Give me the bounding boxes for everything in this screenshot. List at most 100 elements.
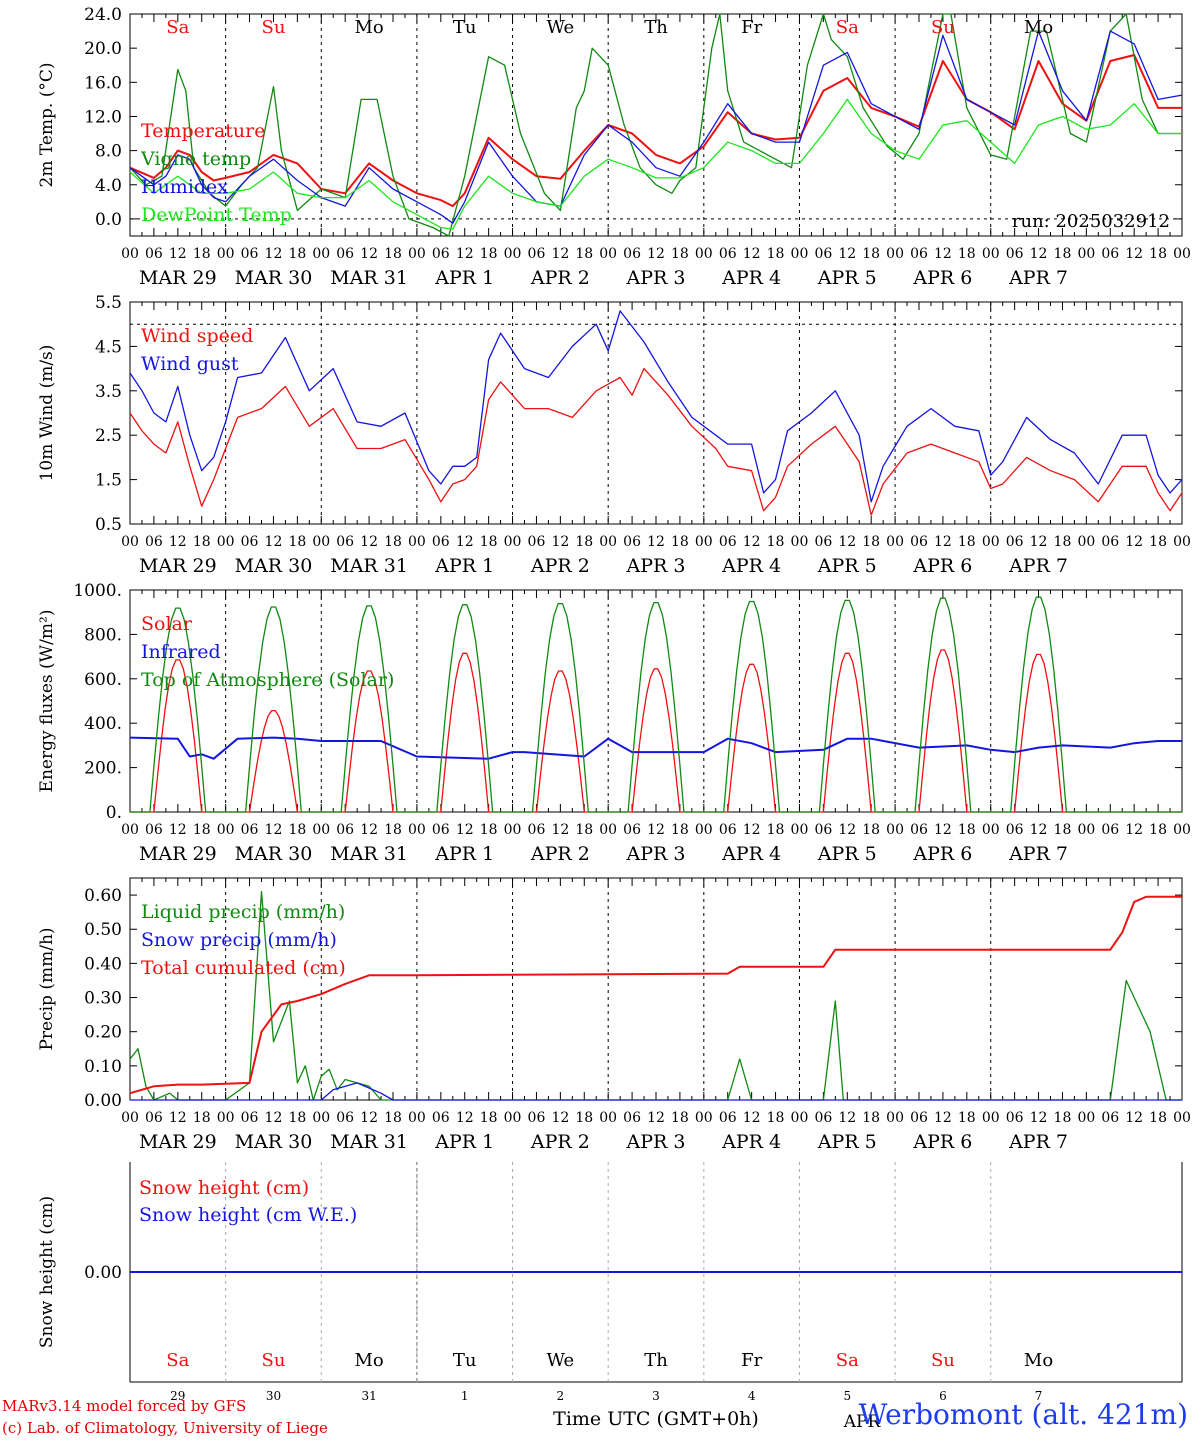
hour-label: 18 (1149, 1110, 1167, 1126)
day-label: APR 1 (434, 1131, 494, 1153)
hour-label: 18 (671, 1110, 689, 1126)
y-tick-label: 400. (84, 714, 122, 734)
hour-label: 12 (743, 822, 761, 838)
hour-label: 06 (719, 1110, 737, 1126)
hour-label: 12 (265, 246, 283, 262)
hour-label: 00 (695, 822, 713, 838)
series-line-4-2 (130, 1082, 1182, 1101)
weekday-label: Tu (453, 17, 477, 38)
hour-label: 12 (1030, 1110, 1048, 1126)
day-label: APR 6 (912, 1131, 972, 1153)
hour-label: 00 (982, 822, 1000, 838)
run-label: run: 2025032912 (1012, 211, 1170, 232)
hour-label: 00 (1173, 822, 1191, 838)
hour-label: 06 (432, 822, 450, 838)
hour-label: 12 (838, 534, 856, 550)
y-tick-label: 3.5 (95, 382, 122, 402)
day-number-label: 30 (266, 1389, 281, 1403)
hour-label: 12 (838, 822, 856, 838)
hour-label: 06 (432, 1110, 450, 1126)
hour-label: 06 (623, 246, 641, 262)
y-tick-label: 2.5 (95, 426, 122, 446)
legend-entry: Snow precip (mm/h) (141, 929, 337, 951)
hour-label: 00 (1173, 534, 1191, 550)
legend-entry: Wind speed (141, 325, 253, 347)
month-overlay: APR (843, 1412, 882, 1432)
hour-label: 12 (647, 822, 665, 838)
weekday-label: Mo (1024, 17, 1053, 38)
hour-label: 18 (575, 246, 593, 262)
day-label: APR 3 (626, 843, 686, 865)
weekday-label: Sa (836, 1350, 859, 1371)
hour-label: 00 (408, 1110, 426, 1126)
hour-label: 18 (671, 246, 689, 262)
legend-entry: Total cumulated (cm) (141, 957, 346, 979)
hour-label: 00 (121, 1110, 139, 1126)
hour-label: 18 (288, 246, 306, 262)
day-label: APR 5 (817, 267, 877, 289)
hour-label: 00 (695, 246, 713, 262)
hour-label: 06 (814, 534, 832, 550)
day-label: APR 7 (1008, 267, 1068, 289)
legend-entry: Snow height (cm) (139, 1177, 309, 1199)
day-number-label: 3 (652, 1389, 660, 1403)
hour-label: 06 (528, 822, 546, 838)
hour-label: 06 (1006, 534, 1024, 550)
y-axis-label: Precip (mm/h) (37, 927, 57, 1050)
day-label: MAR 29 (139, 267, 217, 289)
hour-label: 06 (1006, 1110, 1024, 1126)
hour-label: 00 (217, 1110, 235, 1126)
hour-label: 06 (719, 246, 737, 262)
hour-label: 06 (910, 534, 928, 550)
hour-label: 06 (623, 534, 641, 550)
panel-5 (129, 1162, 1183, 1383)
day-label: APR 6 (912, 267, 972, 289)
day-label: APR 2 (530, 555, 590, 577)
plot-frame (129, 13, 1183, 237)
hour-label: 12 (169, 822, 187, 838)
day-label: APR 5 (817, 1131, 877, 1153)
series-line-1-3 (129, 30, 1183, 224)
series-line-2-2 (129, 310, 1183, 503)
hour-label: 12 (1030, 822, 1048, 838)
y-tick-label: 0.50 (84, 920, 122, 940)
hour-label: 06 (432, 534, 450, 550)
day-label: APR 7 (1008, 555, 1068, 577)
series-line-1-2 (129, 13, 1182, 237)
hour-label: 00 (599, 246, 617, 262)
hour-label: 06 (241, 246, 259, 262)
day-label: MAR 30 (235, 555, 313, 577)
hour-label: 18 (288, 534, 306, 550)
day-label: APR 3 (626, 1131, 686, 1153)
hour-label: 12 (647, 534, 665, 550)
hour-label: 00 (1077, 822, 1095, 838)
hour-label: 06 (910, 246, 928, 262)
day-label: APR 3 (626, 267, 686, 289)
weekday-label: Su (261, 1350, 285, 1371)
y-tick-label: 200. (84, 759, 122, 779)
day-label: APR 1 (434, 267, 494, 289)
hour-label: 18 (1054, 1110, 1072, 1126)
hour-label: 12 (360, 822, 378, 838)
weekday-label: Th (644, 1350, 668, 1371)
hour-label: 12 (360, 534, 378, 550)
hour-label: 18 (958, 822, 976, 838)
hour-label: 06 (814, 246, 832, 262)
hour-label: 18 (862, 1110, 880, 1126)
hour-label: 12 (934, 534, 952, 550)
hour-label: 00 (312, 822, 330, 838)
hour-label: 00 (695, 534, 713, 550)
y-tick-label: 12.0 (84, 107, 122, 127)
day-label: APR 4 (721, 555, 781, 577)
weekday-label: Sa (836, 17, 859, 38)
series-line-2-1 (129, 367, 1183, 516)
hour-label: 00 (982, 534, 1000, 550)
day-label: APR 1 (434, 843, 494, 865)
y-axis-label: 2m Temp. (°C) (37, 62, 57, 187)
hour-label: 00 (121, 822, 139, 838)
hour-label: 18 (384, 534, 402, 550)
hour-label: 00 (599, 1110, 617, 1126)
hour-label: 12 (551, 822, 569, 838)
hour-label: 00 (791, 1110, 809, 1126)
